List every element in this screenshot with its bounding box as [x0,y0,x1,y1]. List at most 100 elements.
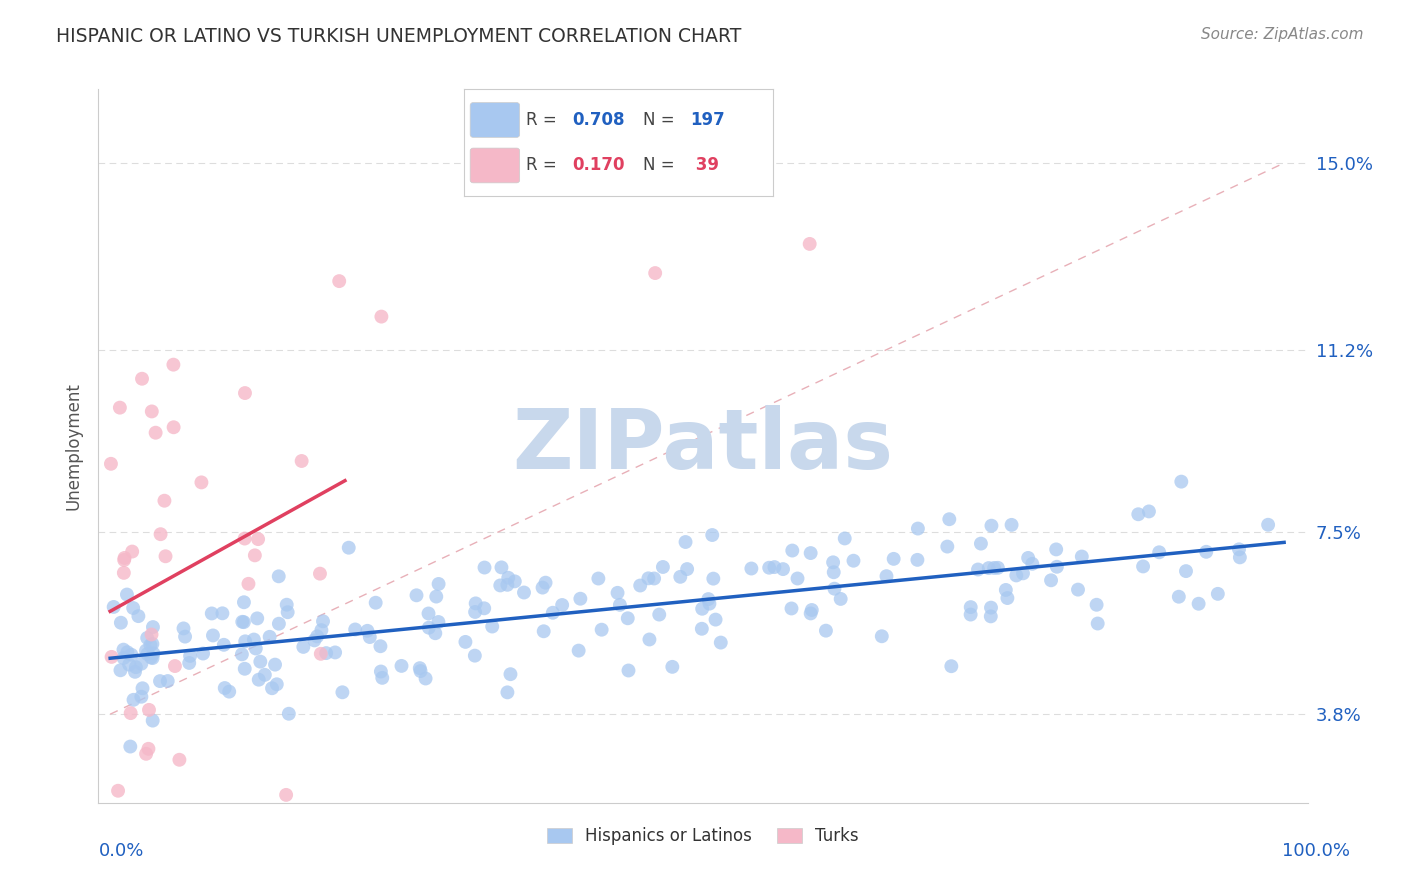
Point [637,571,659,585]
Point [131,657,153,671]
Point [292,640,315,654]
Point [131,681,153,696]
Point [533,624,555,639]
Point [427,577,450,591]
Point [304,633,326,648]
Point [702,528,724,542]
Point [977,561,1000,575]
Point [332,685,354,699]
Point [1046,559,1069,574]
Point [496,685,519,699]
Point [120,648,142,662]
Point [118,657,141,672]
Point [179,648,201,663]
FancyBboxPatch shape [470,103,520,137]
Point [1067,582,1090,597]
Point [842,554,865,568]
Point [591,623,613,637]
Point [127,818,149,832]
Point [184,808,207,822]
Point [699,597,721,611]
Point [370,639,392,653]
Point [1070,549,1092,564]
Point [100,649,122,664]
Point [472,601,495,615]
Point [1040,574,1063,588]
Point [149,674,172,689]
Point [1045,542,1067,557]
Point [763,560,786,574]
Point [233,662,256,676]
Point [233,532,256,546]
Point [135,747,157,761]
Point [231,615,253,629]
Point [1170,475,1192,489]
Point [702,572,724,586]
Point [464,596,486,610]
Point [905,553,928,567]
Point [1195,545,1218,559]
Point [162,358,184,372]
Point [233,634,256,648]
Point [249,655,271,669]
Point [277,605,299,619]
Point [1012,566,1035,581]
Point [139,638,162,652]
Point [959,600,981,615]
Point [588,572,610,586]
Point [124,665,146,679]
Text: 0.708: 0.708 [572,111,624,129]
Point [344,623,367,637]
Point [112,651,135,665]
Point [534,575,557,590]
Point [245,641,267,656]
Point [697,592,720,607]
Point [114,550,136,565]
Point [669,570,692,584]
Point [1087,616,1109,631]
Point [201,628,224,642]
Point [277,706,299,721]
Point [569,591,592,606]
Point [427,615,450,629]
Point [253,668,276,682]
Point [405,588,427,602]
Text: 0.0%: 0.0% [98,842,143,860]
Point [799,236,821,251]
Point [938,512,960,526]
Point [136,647,159,661]
Point [131,690,153,704]
Point [267,616,290,631]
Point [1085,598,1108,612]
Point [112,553,135,567]
Point [609,598,631,612]
Point [875,569,897,583]
Point [651,560,673,574]
Point [141,627,163,641]
Point [232,595,254,609]
Point [628,578,651,592]
Point [409,664,432,678]
Point [823,555,845,569]
Point [247,673,270,687]
Point [1132,559,1154,574]
Point [772,562,794,576]
Point [371,671,394,685]
Point [980,600,1002,615]
Point [1128,508,1150,522]
Point [418,607,440,621]
Point [870,629,893,643]
Point [243,632,266,647]
Point [328,274,350,288]
Point [110,615,132,630]
Point [997,591,1019,605]
Point [309,566,332,581]
Point [983,561,1005,575]
Point [145,425,167,440]
Point [141,404,163,418]
Legend: Hispanics or Latinos, Turks: Hispanics or Latinos, Turks [540,821,866,852]
Text: 0.170: 0.170 [572,156,624,175]
Point [370,665,392,679]
Point [264,657,287,672]
Point [155,549,177,564]
